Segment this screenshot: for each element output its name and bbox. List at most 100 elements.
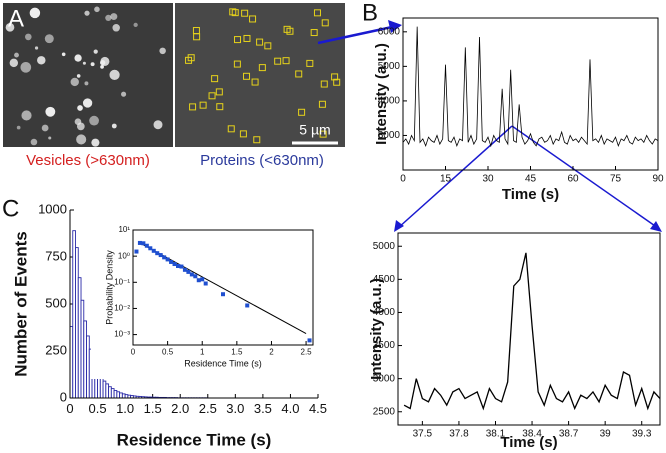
protein-image bbox=[175, 3, 345, 147]
vesicle-spot bbox=[82, 98, 93, 108]
panel-label: A bbox=[8, 5, 24, 32]
vesicle-spot bbox=[82, 61, 86, 65]
protein-box bbox=[234, 36, 242, 44]
point bbox=[148, 246, 153, 251]
vesicle-spot bbox=[44, 34, 54, 44]
x-tick-label: 38.1 bbox=[486, 429, 506, 440]
x-tick-label: 30 bbox=[482, 174, 494, 185]
y-tick-label: 750 bbox=[45, 248, 67, 263]
caption: Vesicles (>630nm) bbox=[26, 152, 150, 169]
y-tick-label: 1000 bbox=[38, 201, 67, 216]
x-tick-label: 4.0 bbox=[281, 401, 299, 416]
arrows bbox=[317, 20, 662, 232]
protein-box bbox=[193, 33, 201, 41]
panel-label: B bbox=[362, 0, 378, 26]
vesicle-spot bbox=[16, 125, 21, 130]
vesicle-spot bbox=[100, 65, 104, 69]
vesicle-spot bbox=[77, 105, 83, 111]
chart: 0 15 30 45 60 75 90 3000 4000 5000 6000 Time (s) Int… bbox=[362, 0, 664, 203]
x-tick-label: 15 bbox=[440, 174, 452, 185]
x-tick-label: 1 bbox=[200, 347, 205, 356]
vesicle-spot bbox=[48, 136, 52, 140]
point bbox=[137, 240, 142, 245]
x-tick-label: 1.0 bbox=[116, 401, 134, 416]
protein-box bbox=[256, 38, 264, 46]
point bbox=[172, 262, 177, 267]
y-tick-label: 10⁻² bbox=[114, 304, 130, 313]
point bbox=[189, 272, 194, 277]
zoom-line bbox=[397, 125, 513, 229]
y-tick-label: 3000 bbox=[378, 130, 401, 141]
plot-frame bbox=[402, 17, 659, 171]
protein-box bbox=[227, 125, 235, 133]
y-tick-label: 4000 bbox=[378, 96, 401, 107]
arrow-head bbox=[394, 220, 404, 232]
y-tick-label: 6000 bbox=[378, 26, 401, 37]
inset-background bbox=[91, 224, 321, 379]
vesicle-spot bbox=[25, 33, 32, 41]
chart: 37.5 37.8 38.1 38.4 38.7 39 39.3 2500 3000 3500 40… bbox=[368, 232, 661, 451]
vesicle-spot bbox=[84, 10, 90, 16]
vesicle-spot bbox=[76, 134, 87, 145]
vesicle-spot bbox=[94, 6, 100, 13]
point bbox=[165, 257, 170, 262]
vesicle-spot bbox=[20, 61, 32, 73]
plot-frame bbox=[397, 232, 661, 426]
point bbox=[193, 274, 198, 279]
y-tick-label: 10⁰ bbox=[118, 251, 130, 260]
arrow-head bbox=[650, 221, 662, 232]
vesicle-spot bbox=[14, 52, 19, 58]
point bbox=[169, 259, 174, 264]
vesicle-spot bbox=[37, 56, 46, 65]
vesicle-spot bbox=[9, 58, 19, 68]
vesicle-spot bbox=[76, 122, 85, 131]
micrographs bbox=[3, 3, 345, 147]
x-tick-label: 37.5 bbox=[413, 429, 433, 440]
protein-box bbox=[211, 75, 219, 83]
x-tick-label: 90 bbox=[652, 174, 664, 185]
vesicle-spot bbox=[133, 22, 138, 28]
protein-box bbox=[286, 27, 294, 35]
y-tick-label: 500 bbox=[45, 295, 67, 310]
plot-frame bbox=[132, 229, 314, 346]
chart: 0 0.5 1.0 1.5 2.0 2.5 3.0 3.5 4.0 4.5025050075010… bbox=[2, 195, 327, 449]
y-axis-label: Intensity (a.u.) bbox=[368, 278, 385, 380]
vesicle-spot bbox=[111, 123, 117, 129]
protein-box bbox=[306, 59, 314, 67]
vesicle-spot bbox=[93, 49, 98, 54]
y-tick-label: 4000 bbox=[373, 307, 396, 318]
protein-box bbox=[239, 130, 247, 138]
point bbox=[245, 303, 250, 308]
vesicle-spot bbox=[100, 56, 110, 66]
y-tick-label: 5000 bbox=[378, 61, 401, 72]
point bbox=[179, 264, 184, 269]
point bbox=[307, 338, 312, 343]
protein-box bbox=[249, 15, 257, 23]
vesicle-spot bbox=[61, 52, 66, 57]
y-axis-label: Number of Events bbox=[11, 231, 30, 376]
point bbox=[151, 248, 156, 253]
x-tick-label: 3.5 bbox=[254, 401, 272, 416]
x-tick-label: 3.0 bbox=[226, 401, 244, 416]
vesicle-spot bbox=[29, 7, 41, 19]
protein-box bbox=[185, 56, 193, 64]
protein-box bbox=[251, 78, 259, 86]
point bbox=[176, 264, 180, 269]
protein-box bbox=[243, 34, 251, 42]
vesicle-spot bbox=[21, 110, 32, 121]
protein-box bbox=[241, 9, 249, 17]
protein-box bbox=[233, 60, 241, 68]
point bbox=[203, 281, 208, 286]
x-tick-label: 45 bbox=[525, 174, 537, 185]
x-tick-label: 4.5 bbox=[309, 401, 327, 416]
vesicle-spot bbox=[159, 47, 166, 55]
vesicle-spot bbox=[34, 46, 39, 50]
x-tick-label: 0 bbox=[66, 401, 73, 416]
vesicle-spot bbox=[30, 138, 38, 146]
x-tick-label: 39.3 bbox=[632, 429, 652, 440]
protein-box bbox=[258, 64, 266, 72]
protein-box bbox=[229, 8, 237, 16]
point bbox=[141, 241, 146, 246]
protein-box bbox=[274, 57, 282, 65]
